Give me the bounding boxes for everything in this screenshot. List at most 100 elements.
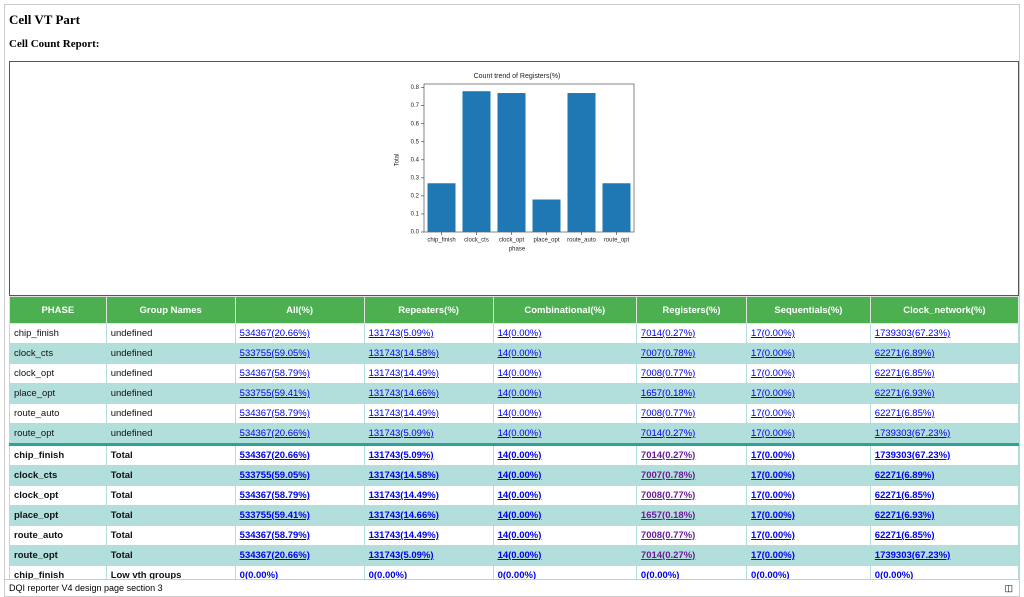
value-link[interactable]: 533755(59.05%) bbox=[240, 348, 310, 359]
value-link[interactable]: 533755(59.41%) bbox=[240, 510, 310, 521]
value-link[interactable]: 534367(20.66%) bbox=[240, 328, 310, 339]
value-link[interactable]: 62271(6.89%) bbox=[875, 348, 935, 359]
value-link[interactable]: 7014(0.27%) bbox=[641, 428, 695, 439]
value-cell: 7008(0.77%) bbox=[636, 486, 746, 506]
value-link[interactable]: 534367(58.79%) bbox=[240, 408, 310, 419]
value-cell: 14(0.00%) bbox=[493, 364, 636, 384]
value-link[interactable]: 1657(0.18%) bbox=[641, 510, 695, 521]
value-link[interactable]: 17(0.00%) bbox=[751, 470, 795, 481]
value-link[interactable]: 62271(6.85%) bbox=[875, 530, 935, 541]
value-link[interactable]: 17(0.00%) bbox=[751, 408, 795, 419]
value-link[interactable]: 7007(0.78%) bbox=[641, 470, 695, 481]
value-link[interactable]: 17(0.00%) bbox=[751, 328, 795, 339]
value-link[interactable]: 14(0.00%) bbox=[498, 348, 542, 359]
value-link[interactable]: 62271(6.85%) bbox=[875, 490, 935, 501]
value-cell: 17(0.00%) bbox=[747, 486, 871, 506]
value-link[interactable]: 1657(0.18%) bbox=[641, 388, 695, 399]
value-cell: 17(0.00%) bbox=[747, 404, 871, 424]
value-link[interactable]: 62271(6.89%) bbox=[875, 470, 935, 481]
value-link[interactable]: 62271(6.93%) bbox=[875, 510, 935, 521]
value-link[interactable]: 131743(14.58%) bbox=[369, 348, 439, 359]
value-link[interactable]: 14(0.00%) bbox=[498, 408, 542, 419]
value-link[interactable]: 62271(6.85%) bbox=[875, 368, 935, 379]
value-link[interactable]: 1739303(67.23%) bbox=[875, 328, 951, 339]
group-cell: Total bbox=[106, 546, 235, 566]
value-link[interactable]: 14(0.00%) bbox=[498, 428, 542, 439]
value-link[interactable]: 1739303(67.23%) bbox=[875, 450, 951, 461]
chart-box: Count trend of Registers(%) phase Total … bbox=[9, 61, 1019, 296]
value-link[interactable]: 17(0.00%) bbox=[751, 530, 795, 541]
value-cell: 62271(6.85%) bbox=[870, 364, 1018, 384]
value-link[interactable]: 131743(14.49%) bbox=[369, 368, 439, 379]
y-tick-label: 0.0 bbox=[411, 230, 420, 236]
phase-cell: place_opt bbox=[10, 384, 107, 404]
value-cell: 131743(14.66%) bbox=[364, 384, 493, 404]
value-link[interactable]: 14(0.00%) bbox=[498, 368, 542, 379]
value-cell: 17(0.00%) bbox=[747, 344, 871, 364]
value-link[interactable]: 131743(14.66%) bbox=[369, 510, 439, 521]
value-link[interactable]: 17(0.00%) bbox=[751, 490, 795, 501]
value-link[interactable]: 17(0.00%) bbox=[751, 348, 795, 359]
y-tick-label: 0.3 bbox=[411, 175, 420, 181]
value-link[interactable]: 131743(5.09%) bbox=[369, 550, 434, 561]
value-link[interactable]: 7014(0.27%) bbox=[641, 450, 695, 461]
value-link[interactable]: 7008(0.77%) bbox=[641, 368, 695, 379]
value-link[interactable]: 534367(58.79%) bbox=[240, 368, 310, 379]
x-tick-label: route_auto bbox=[567, 238, 596, 244]
value-link[interactable]: 534367(58.79%) bbox=[240, 490, 310, 501]
group-cell: Total bbox=[106, 506, 235, 526]
value-link[interactable]: 17(0.00%) bbox=[751, 388, 795, 399]
value-link[interactable]: 533755(59.05%) bbox=[240, 470, 310, 481]
y-tick-label: 0.5 bbox=[411, 139, 420, 145]
value-cell: 7007(0.78%) bbox=[636, 466, 746, 486]
value-link[interactable]: 7014(0.27%) bbox=[641, 328, 695, 339]
value-link[interactable]: 131743(5.09%) bbox=[369, 450, 434, 461]
value-link[interactable]: 17(0.00%) bbox=[751, 550, 795, 561]
value-link[interactable]: 14(0.00%) bbox=[498, 450, 542, 461]
value-link[interactable]: 14(0.00%) bbox=[498, 470, 542, 481]
value-link[interactable]: 534367(20.66%) bbox=[240, 450, 310, 461]
value-cell: 17(0.00%) bbox=[747, 526, 871, 546]
value-link[interactable]: 7007(0.78%) bbox=[641, 348, 695, 359]
value-link[interactable]: 14(0.00%) bbox=[498, 530, 542, 541]
value-link[interactable]: 62271(6.85%) bbox=[875, 408, 935, 419]
footer-icon: ◫ bbox=[1004, 580, 1013, 597]
value-link[interactable]: 131743(14.58%) bbox=[369, 470, 439, 481]
value-link[interactable]: 14(0.00%) bbox=[498, 490, 542, 501]
value-link[interactable]: 534367(20.66%) bbox=[240, 550, 310, 561]
phase-cell: route_opt bbox=[10, 546, 107, 566]
bar bbox=[568, 93, 596, 232]
value-link[interactable]: 17(0.00%) bbox=[751, 510, 795, 521]
value-link[interactable]: 7014(0.27%) bbox=[641, 550, 695, 561]
value-link[interactable]: 14(0.00%) bbox=[498, 550, 542, 561]
value-link[interactable]: 14(0.00%) bbox=[498, 388, 542, 399]
value-link[interactable]: 131743(14.49%) bbox=[369, 490, 439, 501]
value-link[interactable]: 533755(59.41%) bbox=[240, 388, 310, 399]
value-link[interactable]: 62271(6.93%) bbox=[875, 388, 935, 399]
value-link[interactable]: 131743(5.09%) bbox=[369, 428, 434, 439]
value-cell: 1739303(67.23%) bbox=[870, 424, 1018, 445]
value-cell: 7008(0.77%) bbox=[636, 364, 746, 384]
value-link[interactable]: 131743(14.49%) bbox=[369, 408, 439, 419]
value-link[interactable]: 534367(20.66%) bbox=[240, 428, 310, 439]
group-cell: undefined bbox=[106, 344, 235, 364]
value-link[interactable]: 1739303(67.23%) bbox=[875, 428, 951, 439]
value-link[interactable]: 131743(5.09%) bbox=[369, 328, 434, 339]
phase-cell: route_auto bbox=[10, 526, 107, 546]
value-link[interactable]: 131743(14.49%) bbox=[369, 530, 439, 541]
value-link[interactable]: 534367(58.79%) bbox=[240, 530, 310, 541]
table-row: clock_optTotal534367(58.79%)131743(14.49… bbox=[10, 486, 1019, 506]
value-link[interactable]: 17(0.00%) bbox=[751, 450, 795, 461]
value-link[interactable]: 17(0.00%) bbox=[751, 368, 795, 379]
value-link[interactable]: 17(0.00%) bbox=[751, 428, 795, 439]
value-link[interactable]: 14(0.00%) bbox=[498, 510, 542, 521]
value-link[interactable]: 7008(0.77%) bbox=[641, 408, 695, 419]
y-tick-label: 0.8 bbox=[411, 85, 420, 91]
value-link[interactable]: 131743(14.66%) bbox=[369, 388, 439, 399]
section-title: Cell Count Report: bbox=[9, 38, 99, 50]
value-link[interactable]: 1739303(67.23%) bbox=[875, 550, 951, 561]
value-link[interactable]: 14(0.00%) bbox=[498, 328, 542, 339]
value-link[interactable]: 7008(0.77%) bbox=[641, 530, 695, 541]
value-cell: 62271(6.89%) bbox=[870, 344, 1018, 364]
value-link[interactable]: 7008(0.77%) bbox=[641, 490, 695, 501]
